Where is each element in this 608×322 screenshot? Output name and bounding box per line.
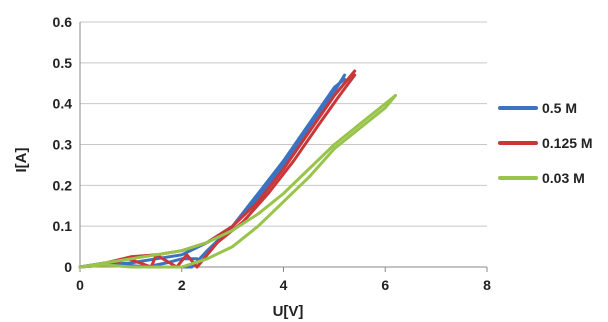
series-line-2 xyxy=(78,94,397,269)
legend-label-0: 0.5 M xyxy=(542,100,577,116)
y-axis-ticks: 0 0.1 0.2 0.3 0.4 0.5 0.6 xyxy=(53,14,73,275)
gridlines xyxy=(80,21,487,227)
y-tick-label: 0.6 xyxy=(53,14,73,30)
x-tick-label: 6 xyxy=(381,277,389,293)
series-lines xyxy=(78,69,397,269)
y-tick-label: 0.4 xyxy=(53,96,73,112)
x-axis-ticks: 0 2 4 6 8 xyxy=(76,267,491,293)
y-axis-label: I[A] xyxy=(13,148,30,173)
x-axis-label: U[V] xyxy=(273,303,304,320)
x-tick-label: 4 xyxy=(280,277,288,293)
y-tick-label: 0.2 xyxy=(53,177,73,193)
y-tick-label: 0.3 xyxy=(53,137,73,153)
x-tick-label: 0 xyxy=(76,277,84,293)
legend-label-2: 0.03 M xyxy=(542,170,585,186)
series-line-1 xyxy=(78,73,357,269)
series-line-2 xyxy=(78,94,397,269)
y-tick-label: 0.1 xyxy=(53,218,73,234)
y-tick-label: 0.5 xyxy=(53,55,73,71)
legend: 0.5 M 0.125 M 0.03 M xyxy=(498,100,593,186)
x-tick-label: 8 xyxy=(483,277,491,293)
legend-label-1: 0.125 M xyxy=(542,135,593,151)
x-tick-label: 2 xyxy=(178,277,186,293)
y-tick-label: 0 xyxy=(64,259,72,275)
series-line-0 xyxy=(180,77,347,269)
